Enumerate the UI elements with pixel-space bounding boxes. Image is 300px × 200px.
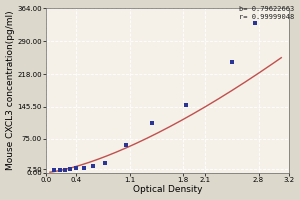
Point <box>184 103 189 106</box>
Point <box>103 162 108 165</box>
Point <box>63 168 68 171</box>
Y-axis label: Mouse CXCL3 concentration(pg/ml): Mouse CXCL3 concentration(pg/ml) <box>6 10 15 170</box>
Point <box>68 168 73 171</box>
Text: b= 0.79622663
r= 0.99999048: b= 0.79622663 r= 0.99999048 <box>239 6 294 20</box>
Point <box>91 165 96 168</box>
Point <box>82 166 86 169</box>
Point <box>123 144 128 147</box>
Point <box>74 167 79 170</box>
Point <box>51 169 56 172</box>
Point <box>230 60 234 63</box>
Point <box>150 121 155 124</box>
Point <box>252 22 257 25</box>
X-axis label: Optical Density: Optical Density <box>133 185 202 194</box>
Point <box>57 168 62 172</box>
